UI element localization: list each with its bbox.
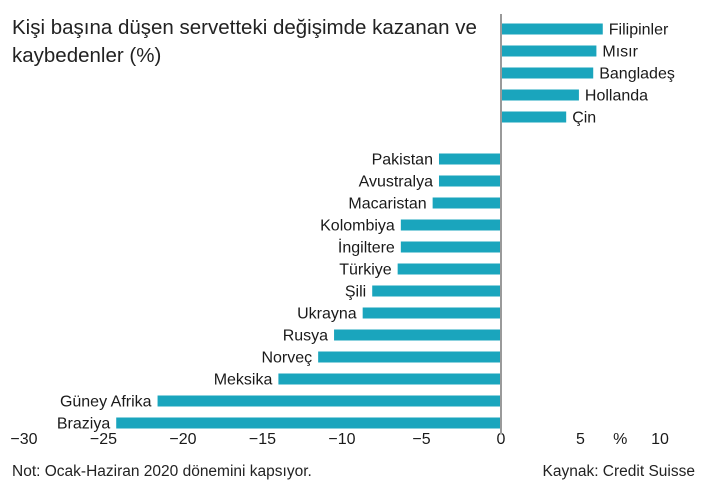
bar xyxy=(400,219,501,231)
category-labels-group: Filipinler Mısır Bangladeş Hollanda Çin Pakis… xyxy=(57,22,675,433)
bar-category-label: Braziya xyxy=(57,416,110,433)
bar xyxy=(372,285,501,297)
bar-category-label: Mısır xyxy=(602,44,638,61)
bar xyxy=(438,153,501,165)
bar xyxy=(116,417,501,429)
bar-category-label: Güney Afrika xyxy=(60,394,152,411)
bar-category-label: İngiltere xyxy=(338,238,395,257)
bar-category-label: Pakistan xyxy=(372,152,433,169)
bar xyxy=(432,197,501,209)
chart-title: Kişi başına düşen servetteki değişimde k… xyxy=(12,16,477,67)
bar xyxy=(318,351,501,363)
bar-category-label: Ukrayna xyxy=(297,306,357,323)
bar-category-label: Meksika xyxy=(214,372,273,389)
x-tick-labels-group: −30 −25 −20 −15 −10 −5 0 5 10 xyxy=(10,431,669,448)
bar-category-label: Hollanda xyxy=(585,88,648,105)
bar xyxy=(501,111,567,123)
bar xyxy=(334,329,501,341)
bar-category-label: Macaristan xyxy=(348,196,426,213)
bar-category-label: Şili xyxy=(345,284,366,301)
bar xyxy=(397,263,501,275)
x-unit-label: % xyxy=(613,431,627,448)
x-tick-label: 0 xyxy=(497,431,506,448)
bar-category-label: Çin xyxy=(572,110,596,127)
bar-category-label: Rusya xyxy=(283,328,328,345)
footnote: Not: Ocak-Haziran 2020 dönemini kapsıyor… xyxy=(12,463,312,480)
bar xyxy=(362,307,501,319)
bar xyxy=(278,373,501,385)
bar-category-label: Norveç xyxy=(261,350,312,367)
x-tick-label: −25 xyxy=(90,431,117,448)
x-tick-label: −10 xyxy=(328,431,355,448)
x-tick-label: −20 xyxy=(169,431,196,448)
x-tick-label: 5 xyxy=(576,431,585,448)
bar-category-label: Türkiye xyxy=(339,262,392,279)
bar-category-label: Bangladeş xyxy=(599,66,675,83)
x-tick-label: −5 xyxy=(412,431,430,448)
bar-category-label: Filipinler xyxy=(609,22,669,39)
x-tick-label: −15 xyxy=(249,431,276,448)
bar xyxy=(438,175,501,187)
bars-group xyxy=(116,23,603,429)
bar-category-label: Kolombiya xyxy=(320,218,395,235)
bar-category-label: Avustralya xyxy=(359,174,434,191)
bar xyxy=(501,89,579,101)
bar xyxy=(157,395,501,407)
bar xyxy=(501,67,594,79)
x-tick-label: −30 xyxy=(10,431,37,448)
bar xyxy=(501,45,597,57)
bar xyxy=(501,23,603,35)
x-tick-label: 10 xyxy=(651,431,669,448)
source-credit: Kaynak: Credit Suisse xyxy=(542,463,696,480)
bar xyxy=(400,241,501,253)
